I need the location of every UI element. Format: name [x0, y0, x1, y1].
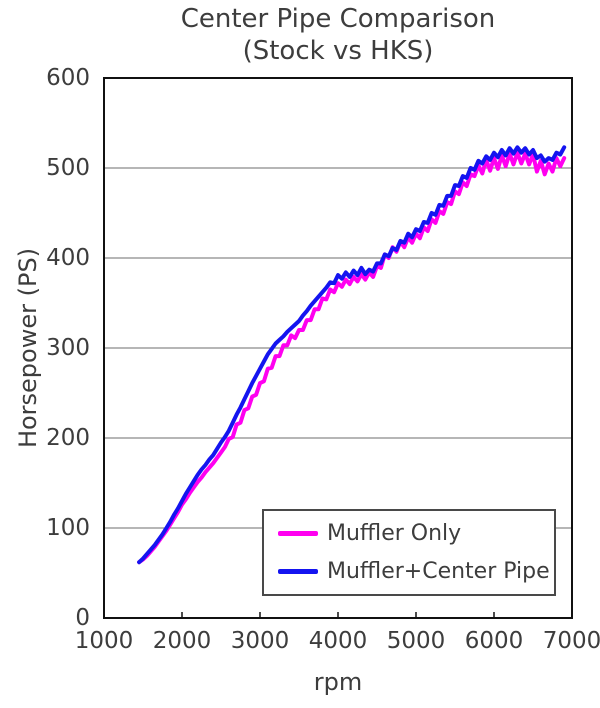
x-tick-label-6000: 6000: [464, 628, 524, 654]
legend-item-muffler-center-pipe: Muffler+Center Pipe: [278, 559, 554, 584]
chart-title-line2: (Stock vs HKS): [242, 36, 434, 66]
series-line-muffler-center-pipe: [137, 145, 567, 565]
plot-border: [103, 77, 573, 619]
legend-label-muffler-center-pipe: Muffler+Center Pipe: [327, 558, 550, 584]
x-axis-title: rpm: [313, 668, 363, 696]
x-tick-label-7000: 7000: [542, 628, 600, 654]
muffler-center-pipe-line-swatch: [278, 568, 318, 574]
y-tick-label-400: 400: [46, 245, 90, 271]
muffler-only-line-swatch: [278, 531, 318, 537]
x-tick-label-4000: 4000: [308, 628, 368, 654]
x-tick-label-1000: 1000: [74, 628, 134, 654]
y-tick-label-0: 0: [75, 605, 90, 631]
chart-title-line1: Center Pipe Comparison: [180, 4, 496, 34]
legend-label-muffler-only: Muffler Only: [327, 521, 462, 547]
y-tick-label-200: 200: [46, 425, 90, 451]
x-tick-label-2000: 2000: [152, 628, 212, 654]
chart-title: Center Pipe Comparison (Stock vs HKS): [104, 3, 572, 67]
legend: Muffler Only Muffler+Center Pipe: [262, 509, 556, 596]
y-tick-label-500: 500: [46, 155, 90, 181]
x-tick-label-3000: 3000: [230, 628, 290, 654]
y-tick-label-300: 300: [46, 335, 90, 361]
series-line-muffler-only: [137, 150, 567, 565]
y-tick-label-100: 100: [46, 515, 90, 541]
y-axis-title: Horsepower (PS): [14, 247, 42, 449]
y-tick-label-600: 600: [46, 65, 90, 91]
legend-item-muffler-only: Muffler Only: [278, 521, 554, 546]
x-tick-label-5000: 5000: [386, 628, 446, 654]
